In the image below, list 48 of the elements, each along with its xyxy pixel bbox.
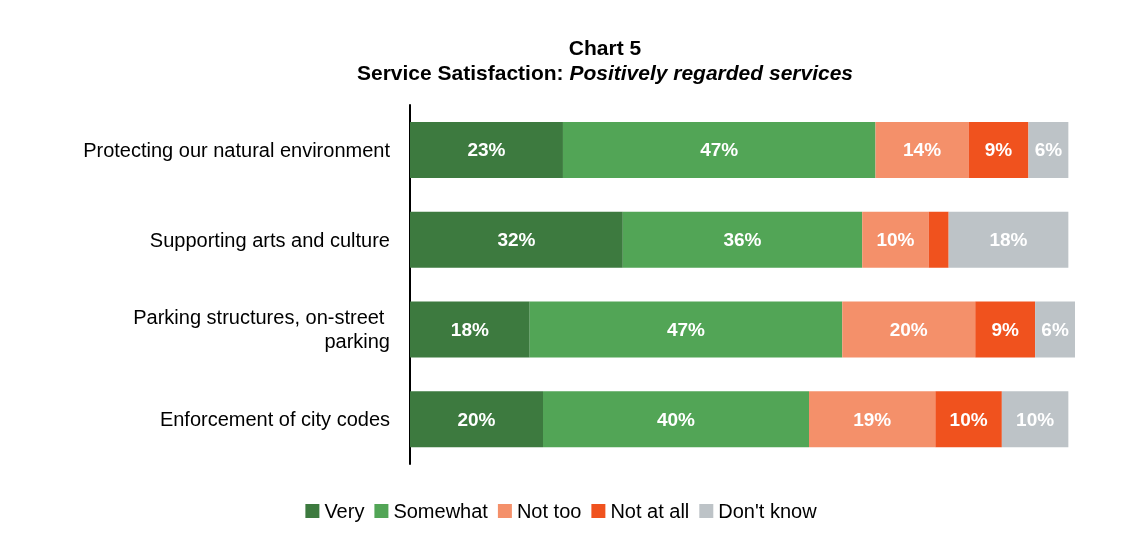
bar [842, 301, 976, 358]
chart-subtitle: Service Satisfaction: Positively regarded services [356, 61, 854, 84]
bar [862, 211, 929, 268]
y-tick-label: Protecting our natural environment [83, 138, 391, 161]
data-label: 6% [1034, 139, 1063, 161]
legend-label: Somewhat [393, 500, 489, 522]
legend-label: Not too [516, 500, 582, 522]
data-label: 23% [467, 139, 506, 161]
data-label: 18% [989, 229, 1028, 251]
data-label: 47% [700, 139, 739, 161]
data-label: 9% [991, 318, 1020, 340]
bar [543, 391, 809, 448]
bar [410, 391, 543, 448]
data-label: 18% [450, 318, 489, 340]
bar [975, 301, 1036, 358]
chart-title: Chart 5 [568, 36, 642, 59]
data-label: 10% [876, 229, 915, 251]
bar [928, 211, 949, 268]
bar [622, 211, 863, 268]
bar [809, 391, 936, 448]
bar [529, 301, 843, 358]
data-label: 47% [666, 318, 706, 340]
bar [562, 121, 876, 178]
bar [875, 121, 969, 178]
legend-label: Very [324, 500, 365, 522]
bar [968, 121, 1029, 178]
data-label: 20% [889, 318, 928, 340]
data-label: 32% [497, 229, 536, 251]
data-label: 6% [1041, 318, 1069, 340]
bar [410, 211, 623, 268]
bar [935, 391, 1002, 448]
legend-label: Don't know [718, 500, 818, 522]
data-label: 36% [723, 229, 762, 251]
bar [1001, 391, 1069, 448]
data-label: 10% [949, 408, 988, 430]
bar [948, 211, 1069, 268]
data-label: 14% [903, 139, 942, 161]
data-label: 9% [984, 139, 1013, 161]
data-label: 19% [853, 408, 892, 430]
legend-label: Not at all [610, 500, 690, 522]
bar [410, 301, 530, 358]
data-label: 20% [457, 408, 496, 430]
y-tick-label: Enforcement of city codes [159, 408, 390, 431]
y-tick-label: Parking structures, on-street parking [133, 306, 390, 353]
bar [410, 121, 563, 178]
y-tick-label: Supporting arts and culture [149, 228, 390, 251]
data-label: 10% [1016, 408, 1055, 430]
data-label: 40% [656, 408, 696, 430]
